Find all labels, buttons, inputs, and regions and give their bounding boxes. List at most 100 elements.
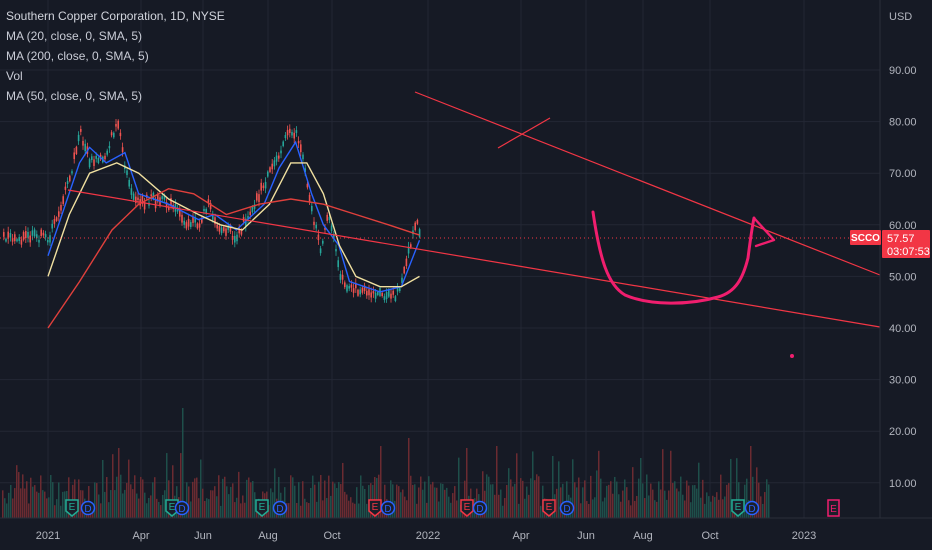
volume-bar <box>602 501 604 518</box>
annotation-arrow-icon[interactable] <box>752 216 776 248</box>
trendline-upper[interactable] <box>414 91 881 276</box>
earnings-marker-icon[interactable] <box>368 499 382 517</box>
price-candle <box>42 232 45 236</box>
price-candle <box>392 290 394 295</box>
volume-bar <box>636 495 638 518</box>
price-candle <box>418 229 421 237</box>
volume-bar <box>410 475 412 518</box>
earnings-marker-icon[interactable] <box>65 499 79 517</box>
earnings-marker-icon[interactable] <box>165 499 179 517</box>
earnings-marker-icon[interactable] <box>460 499 474 517</box>
volume-bar <box>52 482 54 518</box>
legend-ma200[interactable]: MA (200, close, 0, SMA, 5) <box>6 49 149 63</box>
volume-bar <box>600 478 602 518</box>
legend-ma50[interactable]: MA (50, close, 0, SMA, 5) <box>6 89 143 103</box>
volume-bar <box>578 477 580 518</box>
volume-bar <box>652 489 654 518</box>
volume-bar <box>24 488 26 518</box>
volume-bar <box>272 492 274 518</box>
price-candle <box>275 155 278 162</box>
volume-bar <box>254 492 256 518</box>
price-candle <box>405 258 408 267</box>
future-earnings-marker-icon[interactable] <box>827 499 840 517</box>
volume-bar <box>202 488 204 518</box>
volume-bar <box>676 488 678 518</box>
trendline-breakout[interactable] <box>497 117 551 149</box>
volume-bar <box>514 483 516 518</box>
chart-legend: Southern Copper Corporation, 1D, NYSE MA… <box>6 6 225 106</box>
dividend-marker-icon[interactable] <box>744 500 760 516</box>
symbol-tag[interactable] <box>850 230 881 245</box>
volume-bar <box>730 458 732 518</box>
legend-ma20[interactable]: MA (20, close, 0, SMA, 5) <box>6 29 143 43</box>
volume-bar <box>180 453 182 518</box>
volume-bar <box>116 476 118 518</box>
volume-bar <box>56 499 58 518</box>
volume-bar <box>150 495 152 518</box>
trendline-lower[interactable] <box>67 189 881 328</box>
volume-bar <box>134 475 136 518</box>
price-axis-tick: 80.00 <box>889 117 917 129</box>
volume-bar <box>556 488 558 518</box>
volume-bar <box>668 490 670 518</box>
price-candle <box>390 293 392 299</box>
volume-bar <box>576 487 578 518</box>
legend-vol[interactable]: Vol <box>6 69 23 83</box>
volume-bar <box>492 484 494 518</box>
volume-bar <box>302 481 304 518</box>
price-candle <box>234 235 236 243</box>
dividend-marker-icon[interactable] <box>174 500 190 516</box>
volume-bar <box>110 490 112 518</box>
ma-line-0[interactable] <box>47 140 421 293</box>
price-candle <box>348 286 350 289</box>
volume-bar <box>346 494 348 518</box>
time-axis[interactable] <box>0 518 880 550</box>
earnings-marker-icon[interactable] <box>731 499 745 517</box>
legend-title[interactable]: Southern Copper Corporation, 1D, NYSE <box>6 9 225 23</box>
volume-bar <box>240 503 242 518</box>
volume-bar <box>418 487 420 518</box>
price-axis[interactable] <box>880 0 932 550</box>
dividend-marker-icon[interactable] <box>380 500 396 516</box>
price-candle <box>341 274 344 280</box>
volume-bar <box>698 462 700 518</box>
volume-bar <box>490 484 492 518</box>
price-candle <box>95 155 97 159</box>
price-candle <box>227 225 229 230</box>
volume-bar <box>656 501 658 518</box>
last-price-tag[interactable] <box>882 230 930 258</box>
volume-bar <box>344 491 346 518</box>
price-candle <box>132 193 135 200</box>
volume-bar <box>534 480 536 518</box>
volume-bar <box>310 487 312 518</box>
volume-bar <box>58 482 60 518</box>
dividend-marker-icon[interactable] <box>559 500 575 516</box>
earnings-marker-icon[interactable] <box>255 499 269 517</box>
volume-bar <box>398 486 400 518</box>
ma-line-2[interactable] <box>47 187 420 329</box>
volume-bar <box>308 503 310 518</box>
volume-bar <box>212 490 214 518</box>
volume-bar <box>690 502 692 518</box>
price-candle <box>337 260 339 268</box>
price-candle <box>302 154 304 160</box>
time-axis-tick: Aug <box>633 530 653 542</box>
volume-bar <box>138 498 140 518</box>
volume-bar <box>248 477 250 518</box>
volume-bar <box>352 502 354 518</box>
ma-line-1[interactable] <box>47 162 420 288</box>
volume-bar <box>558 461 560 518</box>
volume-bar <box>670 450 672 518</box>
volume-bar <box>538 476 540 518</box>
volume-bar <box>692 485 694 518</box>
dividend-marker-icon[interactable] <box>272 500 288 516</box>
dividend-marker-icon[interactable] <box>80 500 96 516</box>
dividend-marker-icon[interactable] <box>472 500 488 516</box>
volume-bar <box>502 505 504 518</box>
volume-bar <box>206 498 208 518</box>
earnings-marker-icon[interactable] <box>542 499 556 517</box>
volume-bar <box>356 487 358 518</box>
annotation-cup-curve[interactable] <box>591 210 756 305</box>
price-candle <box>253 204 256 209</box>
